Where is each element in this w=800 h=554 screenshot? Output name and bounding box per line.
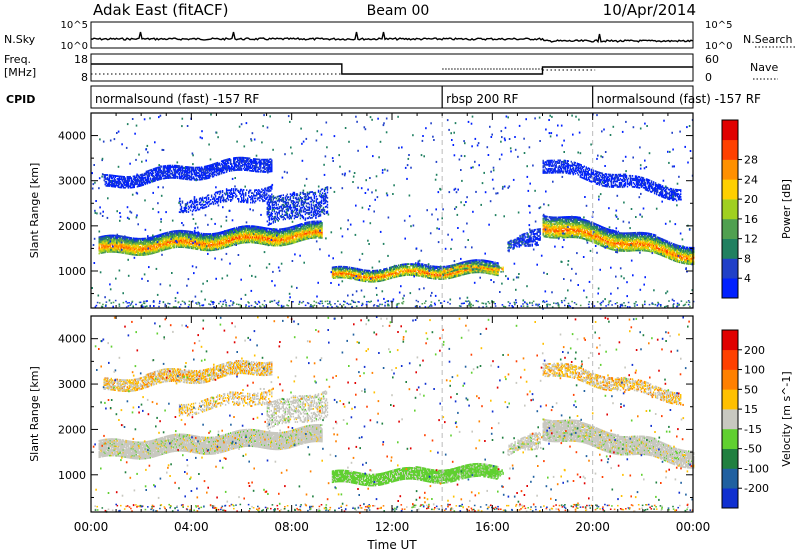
- sky-noise-line: [90, 31, 693, 44]
- colorbar-swatch: [722, 258, 738, 279]
- colorbar-swatch: [722, 199, 738, 220]
- cpid-segment-label: normalsound (fast) -157 RF: [597, 92, 761, 106]
- nave-label: Nave: [750, 61, 778, 74]
- x-tick-label: 00:00: [74, 520, 109, 534]
- frequency-line: [91, 63, 693, 75]
- colorbar-swatch: [722, 488, 738, 509]
- colorbar-tick-label: 24: [744, 173, 758, 186]
- freq-unit-label: [MHz]: [4, 66, 36, 79]
- colorbar-swatch: [722, 369, 738, 390]
- freq-tick-high: 18: [74, 53, 88, 66]
- colorbar-tick-label: 100: [744, 364, 765, 377]
- y-tick-label: 1000: [58, 469, 86, 482]
- y-tick-label: 3000: [58, 378, 86, 391]
- colorbar-tick-label: 50: [744, 383, 758, 396]
- header-title: Adak East (fitACF): [93, 1, 228, 19]
- colorbar-tick-label: -50: [744, 443, 762, 456]
- velocity-cells: [92, 316, 695, 514]
- colorbar-swatch: [722, 448, 738, 469]
- y-tick-label: 3000: [58, 175, 86, 188]
- colorbar-tick-label: 20: [744, 193, 758, 206]
- y-axis-label: Slant Range [km]: [28, 366, 41, 462]
- colorbar-label: Power [dB]: [780, 179, 793, 239]
- noise-left-tick-high: 10^5: [61, 20, 88, 31]
- colorbar-swatch: [722, 330, 738, 351]
- freq-tick-low: 8: [81, 71, 88, 84]
- x-tick-label: 08:00: [274, 520, 309, 534]
- velocity-colorbar: 200 100 50 15 -15 -50 -100 -200 Velocity [m s^-1…: [721, 329, 793, 509]
- colorbar-tick-label: 28: [744, 154, 758, 167]
- colorbar-tick-label: 12: [744, 233, 758, 246]
- power-cells: [91, 113, 695, 310]
- colorbar-tick-label: -15: [744, 423, 762, 436]
- colorbar-swatch: [722, 278, 738, 299]
- x-axis-label: Time UT: [366, 538, 417, 552]
- x-tick-label: 04:00: [174, 520, 209, 534]
- x-tick-label: 00:00: [676, 520, 711, 534]
- noise-right-tick-low: 10^0: [705, 41, 732, 52]
- colorbar-swatch: [722, 179, 738, 200]
- y-tick-label: 4000: [58, 333, 86, 346]
- header-beam: Beam 00: [367, 3, 430, 19]
- noise-right-label: N.Search: [743, 33, 793, 46]
- nave-tick-low: 0: [705, 71, 712, 84]
- colorbar-label: Velocity [m s^-1]: [780, 371, 793, 466]
- colorbar-tick-label: 4: [744, 272, 751, 285]
- y-tick-label: 2000: [58, 423, 86, 436]
- velocity-heatmap-panel: 1000 2000 3000 4000 Slant Range [km]: [28, 315, 695, 514]
- power-heatmap-panel: 1000 2000 3000 4000 Slant Range [km]: [28, 112, 695, 310]
- cpid-panel: CPID normalsound (fast) -157 RF rbsp 200 R…: [6, 85, 761, 109]
- colorbar-swatch: [722, 159, 738, 180]
- colorbar-swatch: [722, 139, 738, 160]
- y-tick-label: 2000: [58, 220, 86, 233]
- colorbar-swatch: [722, 238, 738, 259]
- y-axis-label: Slant Range [km]: [28, 163, 41, 259]
- y-tick-label: 1000: [58, 265, 86, 278]
- colorbar-swatch: [722, 218, 738, 239]
- noise-left-tick-low: 10^0: [61, 41, 88, 52]
- colorbar-swatch: [722, 428, 738, 449]
- colorbar-swatch: [722, 389, 738, 410]
- freq-label: Freq.: [4, 53, 31, 66]
- nave-tick-high: 60: [705, 53, 719, 66]
- frequency-panel: Freq.[MHz] 18 8 60 0 Nave: [4, 53, 778, 84]
- noise-panel: N.Sky 10^5 10^0 10^5 10^0 N.Search: [4, 20, 796, 52]
- cpid-segment-label: rbsp 200 RF: [446, 92, 518, 106]
- colorbar-tick-label: -100: [744, 462, 769, 475]
- noise-right-tick-high: 10^5: [705, 20, 732, 31]
- colorbar-swatch: [722, 349, 738, 370]
- colorbar-tick-label: -200: [744, 482, 769, 495]
- power-colorbar: 4 8 12 16 20 24 28 Power [dB]: [721, 119, 793, 299]
- x-tick-label: 12:00: [375, 520, 410, 534]
- colorbar-tick-label: 15: [744, 403, 758, 416]
- header-date: 10/Apr/2014: [603, 1, 696, 19]
- x-tick-label: 16:00: [475, 520, 510, 534]
- x-tick-label: 20:00: [575, 520, 610, 534]
- noise-left-label: N.Sky: [4, 33, 36, 46]
- cpid-segment-label: normalsound (fast) -157 RF: [95, 92, 259, 106]
- colorbar-tick-label: 8: [744, 252, 751, 265]
- cpid-label: CPID: [6, 93, 35, 106]
- colorbar-swatch: [722, 409, 738, 430]
- colorbar-tick-label: 200: [744, 344, 765, 357]
- colorbar-tick-label: 16: [744, 213, 758, 226]
- y-tick-label: 4000: [58, 130, 86, 143]
- colorbar-swatch: [722, 120, 738, 141]
- colorbar-swatch: [722, 468, 738, 489]
